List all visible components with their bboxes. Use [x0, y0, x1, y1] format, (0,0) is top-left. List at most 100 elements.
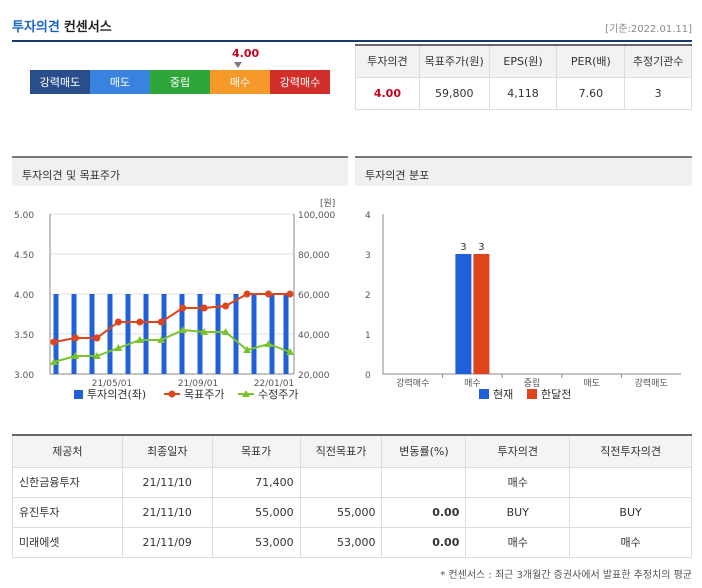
segment-label: 매수	[229, 76, 251, 89]
legend-swatch-month-ago	[527, 389, 537, 399]
legend-label: 목표주가	[184, 388, 224, 401]
adjusted-price-point	[114, 344, 123, 351]
y-left-tick-label: 4.00	[14, 291, 34, 301]
header-title-blue: 투자의견	[12, 20, 60, 35]
reference-date: [기준:2022.01.11]	[605, 24, 692, 35]
bar-data-label: 3	[478, 242, 484, 253]
adjusted-price-point	[135, 336, 144, 343]
target-price-point	[50, 338, 58, 346]
segment-label: 매도	[109, 76, 131, 89]
header-title-black: 컨센서스	[63, 20, 112, 35]
adjusted-price-line	[53, 328, 291, 363]
y-left-tick-label: 3.00	[14, 371, 34, 381]
target-price-line	[53, 293, 290, 343]
y-tick-label: 3	[365, 251, 371, 261]
opinion-bar	[197, 294, 203, 374]
x-tick-label: 매도	[583, 378, 600, 389]
x-tick-label: 21/09/01	[178, 379, 218, 389]
distribution-bar-month-ago	[473, 254, 490, 374]
legend-label: 한달전	[541, 388, 571, 401]
target-price: 71,400	[211, 466, 301, 498]
opinion-bar	[161, 294, 167, 374]
table-header: 직전투자의견	[569, 434, 692, 468]
opinion-bar	[89, 294, 95, 374]
table-row: 미래에셋 21/11/09 53,000 53,000 0.00 매수 매수	[12, 526, 692, 558]
target-price-point	[222, 302, 230, 310]
legend-label: 현재	[493, 388, 513, 401]
summary-header: 추정기관수	[624, 44, 692, 78]
footnote: * 컨센서스 : 최근 3개월간 증권사에서 발표한 추정치의 평균	[440, 570, 692, 581]
broker-estimates-table: 제공처 최종일자 목표가 직전목표가 변동률(%) 투자의견 직전투자의견 신한…	[12, 434, 692, 558]
last-date: 21/11/10	[121, 466, 213, 498]
table-row: 유진투자 21/11/10 55,000 55,000 0.00 BUY BUY	[12, 496, 692, 528]
legend-swatch-current	[479, 389, 489, 399]
distribution-bar-current	[455, 254, 472, 374]
page-header: 투자의견 컨센서스 [기준:2022.01.11]	[12, 16, 692, 42]
opinion-scale-bar: 강력매도 매도 중립 매수 강력매수	[30, 70, 330, 94]
target-price-point	[93, 334, 101, 342]
prev-opinion: BUY	[569, 496, 692, 528]
summary-header: 투자의견	[355, 44, 420, 78]
opinion-bar	[215, 294, 221, 374]
opinion-segment-strong-sell: 강력매도	[30, 70, 90, 94]
bar-data-label: 3	[460, 242, 466, 253]
opinion-distribution-panel: 투자의견 분포 4 3 2 1 0 강력매수 매수 중립 매도 강력매도 3 3 현재 한달전	[355, 156, 692, 441]
y-tick-label: 0	[365, 371, 371, 381]
table-header: 투자의견	[465, 434, 571, 468]
y-left-tick-label: 4.50	[14, 251, 34, 261]
prev-target-price	[299, 466, 383, 498]
opinion-bar	[251, 294, 257, 374]
opinion-segment-buy: 매수	[210, 70, 270, 94]
prev-opinion	[569, 466, 692, 498]
opinion-bar	[283, 294, 289, 374]
summary-header: 목표주가(원)	[418, 44, 490, 78]
prev-target-price: 53,000	[299, 526, 383, 558]
adjusted-price-point	[92, 352, 101, 359]
opinion-bar	[53, 294, 59, 374]
target-price: 53,000	[211, 526, 301, 558]
last-date: 21/11/09	[121, 526, 213, 558]
table-header: 최종일자	[121, 434, 213, 468]
legend-marker-adjusted	[242, 390, 250, 397]
opinion-bar	[179, 294, 185, 374]
opinion: 매수	[465, 526, 571, 558]
opinion-bar	[143, 294, 149, 374]
target-price-point	[265, 290, 273, 298]
opinion-target-price-panel: 투자의견 및 목표주가 5.00 4.50 4.00 3.50 3.00 100,000 8…	[12, 156, 348, 441]
opinion-bar	[233, 294, 239, 374]
prev-target-price: 55,000	[299, 496, 383, 528]
y-left-tick-label: 5.00	[14, 211, 34, 221]
opinion-bar	[269, 294, 275, 374]
table-header: 제공처	[12, 434, 123, 468]
opinion-target-price-chart: 5.00 4.50 4.00 3.50 3.00 100,000 80,000 60,000 4…	[14, 198, 335, 401]
y-left-tick-label: 3.50	[14, 331, 34, 341]
consensus-summary-table: 투자의견 목표주가(원) EPS(원) PER(배) 추정기관수 4.00 59…	[355, 44, 692, 110]
x-tick-label: 중립	[524, 378, 541, 389]
x-tick-label: 21/05/01	[92, 379, 132, 389]
opinion: BUY	[465, 496, 571, 528]
last-date: 21/11/10	[121, 496, 213, 528]
adjusted-price-point	[221, 328, 230, 335]
y-right-tick-label: 40,000	[298, 331, 330, 341]
broker-name: 신한금융투자	[12, 466, 123, 498]
legend-swatch-opinion	[74, 390, 83, 399]
adjusted-price-point	[50, 358, 58, 365]
opinion-marker-value: 4.00	[232, 47, 260, 60]
panel-title: 투자의견 분포	[355, 156, 692, 186]
summary-per: 7.60	[556, 76, 626, 110]
target-price-point	[200, 304, 208, 312]
adjusted-price-point	[157, 336, 166, 343]
y-tick-label: 4	[365, 211, 371, 221]
y-right-tick-label: 60,000	[298, 291, 330, 301]
target-price-point	[71, 334, 79, 342]
opinion-segment-strong-buy: 강력매수	[270, 70, 330, 94]
adjusted-price-point	[286, 348, 294, 355]
target-price-point	[243, 290, 251, 298]
opinion-distribution-chart: 4 3 2 1 0 강력매수 매수 중립 매도 강력매도 3 3 현재 한달전	[365, 211, 681, 401]
x-tick-label: 22/01/01	[254, 379, 294, 389]
summary-header: PER(배)	[556, 44, 626, 78]
adjusted-price-point	[178, 326, 187, 333]
segment-label: 중립	[169, 76, 191, 89]
segment-label: 강력매수	[279, 76, 321, 89]
table-header: 변동률(%)	[381, 434, 467, 468]
